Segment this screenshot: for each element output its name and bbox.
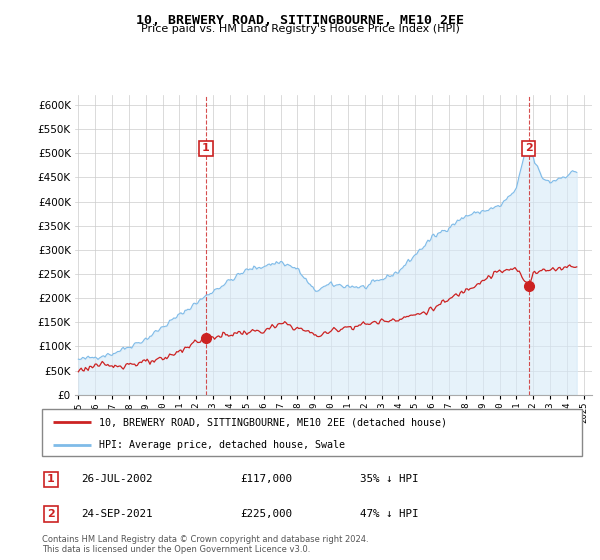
Text: Contains HM Land Registry data © Crown copyright and database right 2024.: Contains HM Land Registry data © Crown c… (42, 535, 368, 544)
Text: 26-JUL-2002: 26-JUL-2002 (81, 474, 152, 484)
Text: 35% ↓ HPI: 35% ↓ HPI (360, 474, 419, 484)
Text: £117,000: £117,000 (240, 474, 292, 484)
Text: £225,000: £225,000 (240, 509, 292, 519)
Text: 2: 2 (525, 143, 533, 153)
Text: 2: 2 (47, 509, 55, 519)
Text: Price paid vs. HM Land Registry's House Price Index (HPI): Price paid vs. HM Land Registry's House … (140, 24, 460, 34)
Text: 10, BREWERY ROAD, SITTINGBOURNE, ME10 2EE: 10, BREWERY ROAD, SITTINGBOURNE, ME10 2E… (136, 14, 464, 27)
Text: 24-SEP-2021: 24-SEP-2021 (81, 509, 152, 519)
Text: 10, BREWERY ROAD, SITTINGBOURNE, ME10 2EE (detached house): 10, BREWERY ROAD, SITTINGBOURNE, ME10 2E… (98, 417, 446, 427)
Text: HPI: Average price, detached house, Swale: HPI: Average price, detached house, Swal… (98, 440, 344, 450)
FancyBboxPatch shape (42, 409, 582, 456)
Text: This data is licensed under the Open Government Licence v3.0.: This data is licensed under the Open Gov… (42, 545, 310, 554)
Text: 1: 1 (202, 143, 210, 153)
Text: 47% ↓ HPI: 47% ↓ HPI (360, 509, 419, 519)
Text: 1: 1 (47, 474, 55, 484)
